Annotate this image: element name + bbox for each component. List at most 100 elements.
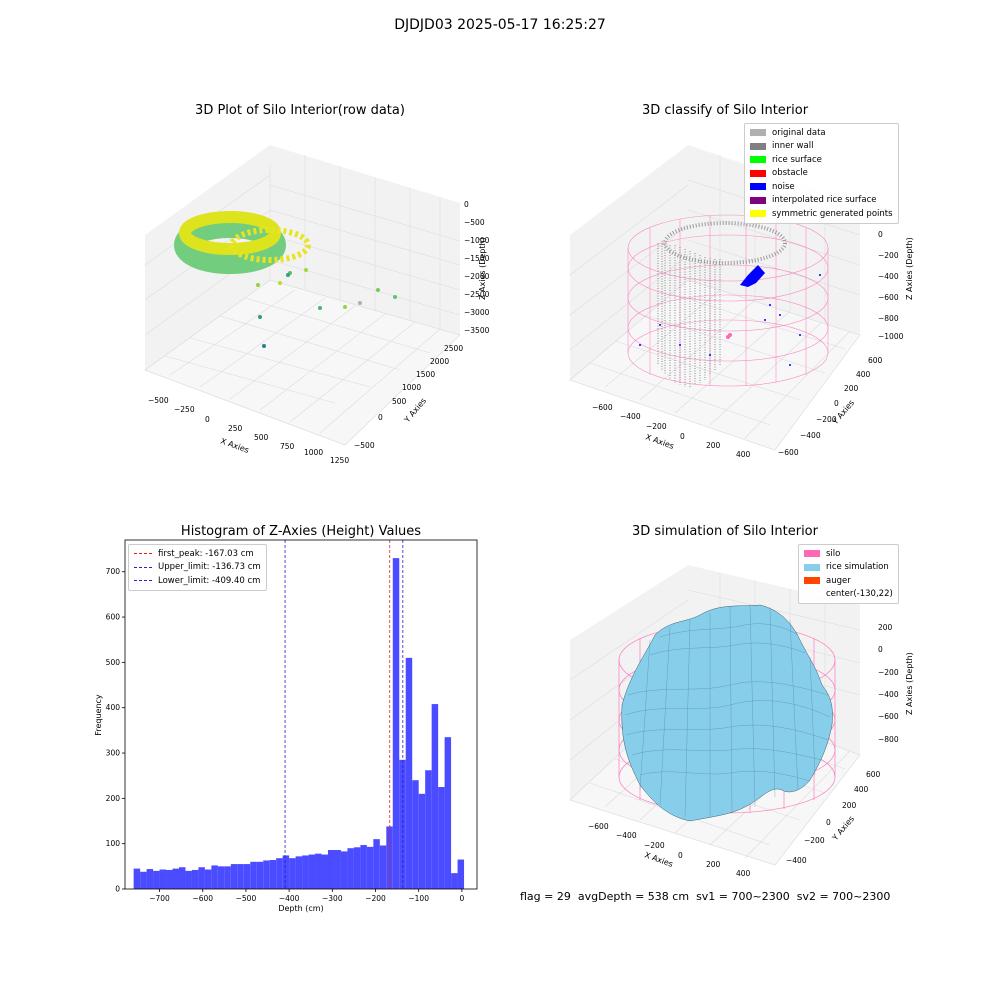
histogram-bar [444,737,452,889]
panel2-x-ticks: −600 −400 −200 0 200 400 [592,403,751,459]
histogram-bar [185,870,192,889]
panel2-z-tick: −1000 [878,332,904,341]
panel2-z-ticks: 200 0 −200 −400 −600 −800 −1000 [878,208,904,341]
panel1-title: 3D Plot of Silo Interior(row data) [195,103,405,118]
histogram-bar [276,858,283,889]
histogram-bar [308,854,316,889]
panel4-x-tick: 200 [706,860,721,869]
panel1-y-tick: 500 [392,397,407,406]
panel4-3d-axes: 200 0 −200 −400 −600 −800 Z Axies (Depth… [569,565,914,878]
legend-item-auger: auger [804,574,893,588]
panel4-x-tick: 0 [678,851,683,860]
panel2-z-tick: −600 [878,293,899,302]
panel1-z-tick: −2500 [464,290,490,299]
panel1-y-tick: 2500 [444,344,463,353]
histogram-bar [373,839,380,889]
legend-swatch [804,550,820,558]
histogram-bar [153,870,160,889]
rice-simulation-surface [621,604,833,822]
histogram-bar [250,861,257,889]
panel1-y-tick: −500 [354,441,375,450]
legend-item-upper-limit: Upper_limit: -136.73 cm [134,561,261,575]
panel4-y-tick: 200 [842,801,857,810]
legend-swatch [750,183,766,191]
y-tick-label: 300 [106,749,121,758]
legend-label: interpolated rice surface [772,195,877,206]
panel4-title: 3D simulation of Silo Interior [632,524,818,539]
panel4-x-ticks: −600 −400 −200 0 200 400 [588,822,751,878]
panel4-x-tick: −200 [644,841,665,850]
legend-label: noise [772,181,795,192]
panel4-legend: silo rice simulation auger center(-130,2… [798,544,899,604]
panel2-silo-wireframe [627,214,829,387]
panel1-z-tick: −3000 [464,308,490,317]
panel4-z-tick: −600 [878,712,899,721]
panel1-floor-pane [144,279,461,446]
rice-surface-mesh [624,604,831,818]
panel4-z-ticks: 200 0 −200 −400 −600 −800 [878,623,899,744]
legend-swatch [804,563,820,571]
legend-label: Upper_limit: -136.73 cm [158,562,261,573]
panel1-point-cloud [174,211,397,348]
histogram-bar [230,864,238,889]
panel1-y-tick: 0 [378,413,383,422]
legend-swatch [804,577,820,585]
panel2-x-tick: 200 [706,441,721,450]
legend-line [134,566,152,568]
legend-swatch [750,129,766,137]
panel2-y-tick: 200 [844,384,859,393]
histogram-bar [140,871,147,889]
legend-item-rice-simulation: rice simulation [804,561,893,575]
legend-label: original data [772,127,826,138]
histogram-bar [146,869,154,889]
panel1-z-label: Z Axies (Depth) [478,237,487,300]
histogram-y-ticks: 0 100 200 300 400 500 600 700 [106,567,125,894]
sv1-value: sv1 = 700~2300 [696,890,790,903]
histogram-bar [269,859,277,889]
histogram-bar [360,845,367,889]
legend-label: inner wall [772,141,814,152]
panel1-x-tick: −250 [174,405,195,414]
histogram-bar [379,845,387,889]
y-tick-label: 700 [106,567,121,576]
legend-item-silo: silo [804,547,893,561]
histogram-x-ticks: −700 −600 −500 −400 −300 −200 −100 0 [149,889,464,903]
panel1-z-ticks: 0 −500 −1000 −1500 −2000 −2500 −3000 −35… [464,200,490,335]
panel4-y-tick: 0 [826,818,831,827]
histogram-bar [347,848,354,889]
y-tick-label: 0 [115,885,120,894]
panel2-y-tick: 600 [868,356,883,365]
panel4-x-tick: −400 [616,831,637,840]
legend-swatch [750,196,766,204]
legend-item-original-data: original data [750,126,893,140]
histogram-bar [159,869,167,889]
panel4-z-tick: 0 [878,645,883,654]
panel2-x-tick: −200 [646,422,667,431]
panel1-y-ticks: −500 0 500 1000 1500 2000 2500 [354,344,463,450]
panel2-legend: original data inner wall rice surface ob… [744,123,899,224]
panel1-z-tick: −1000 [464,236,490,245]
legend-item-first-peak: first_peak: -167.03 cm [134,547,261,561]
histogram-bar [224,866,231,889]
panel4-y-tick: −400 [786,856,807,865]
panel1-x-tick: 750 [280,442,295,451]
histogram-bar [237,864,244,889]
histogram-bar [457,859,465,889]
panel2-inner-wall [657,221,787,387]
histogram-bar [451,873,458,889]
legend-line [134,553,152,555]
histogram-bar [418,793,426,889]
histogram-bar [321,854,328,889]
x-tick-label: −200 [365,894,386,903]
panel1-back-panes [145,145,460,370]
panel4-z-tick: −200 [878,668,899,677]
panel4-z-tick: −800 [878,735,899,744]
panel4-z-tick: 200 [878,623,893,632]
histogram-bar [198,867,205,889]
x-tick-label: −400 [279,894,300,903]
histogram-bar [256,861,264,889]
figure-title: DJDJD03 2025-05-17 16:25:27 [394,17,606,33]
histogram-bar [353,847,361,889]
histogram-bar [263,860,270,889]
panel4-y-tick: 600 [866,770,881,779]
